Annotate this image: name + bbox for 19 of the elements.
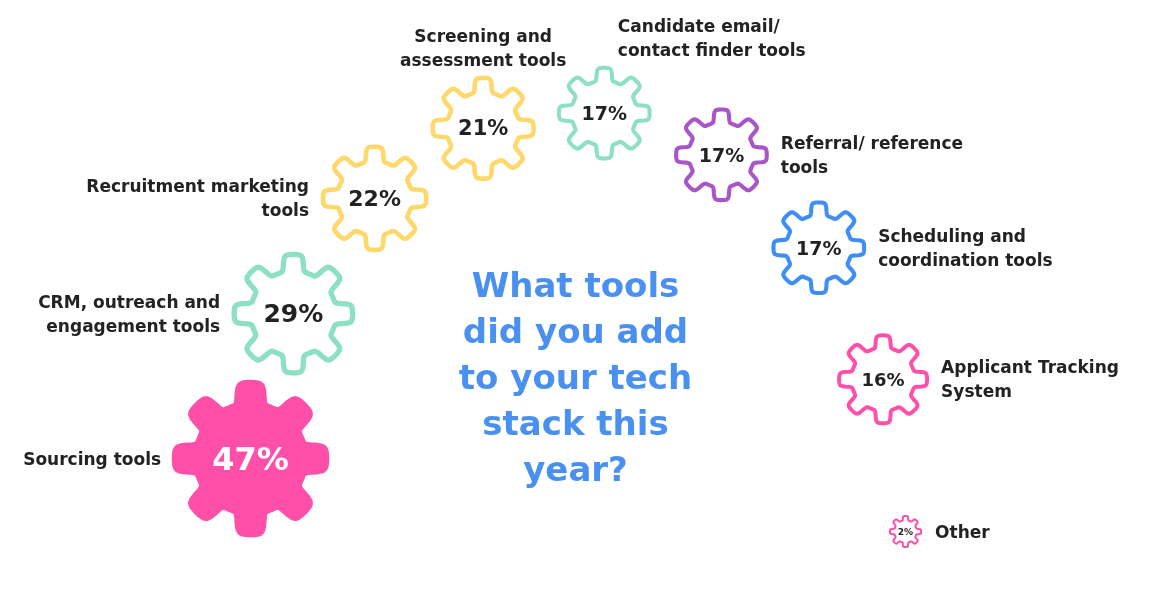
category-label: Screening and assessment tools <box>400 25 567 70</box>
data-label: 21% <box>458 116 509 141</box>
category-label: Other <box>935 521 991 542</box>
data-label: 17% <box>581 102 628 125</box>
data-label: 29% <box>263 299 324 329</box>
category-label: Applicant Tracking System <box>941 357 1119 402</box>
category-label: CRM, outreach and engagement tools <box>38 291 221 336</box>
data-label: 16% <box>861 368 905 390</box>
data-label: 17% <box>698 143 745 166</box>
category-label: Sourcing tools <box>23 448 162 469</box>
data-label: 17% <box>796 236 842 259</box>
category-label: Referral/ reference tools <box>780 132 964 177</box>
category-label: Recruitment marketing tools <box>86 176 310 221</box>
category-label: Scheduling and coordination tools <box>878 225 1053 270</box>
data-label: 47% <box>212 439 289 478</box>
category-label: Candidate email/ contact finder tools <box>617 15 806 60</box>
data-label: 2% <box>897 526 914 537</box>
data-label: 22% <box>348 185 401 211</box>
text: What tools did you add to your tech stack this year? <box>458 264 693 489</box>
